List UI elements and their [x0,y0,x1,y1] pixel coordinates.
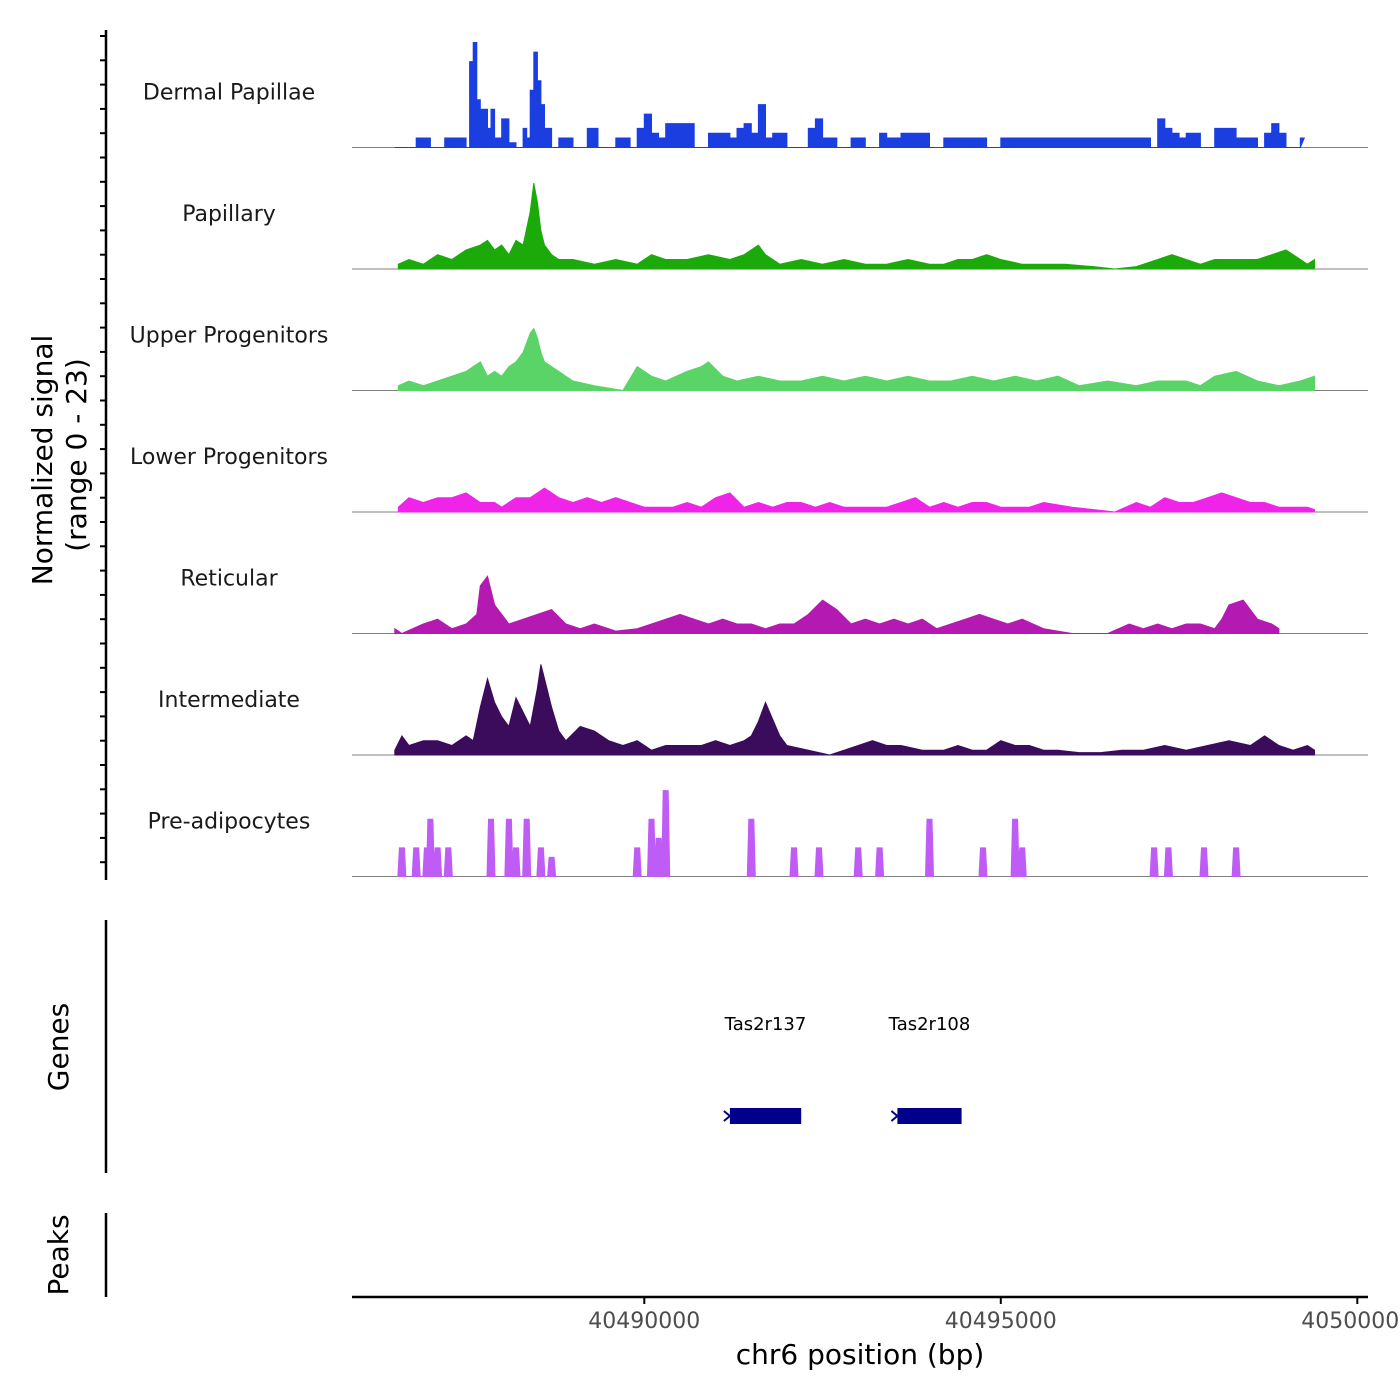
genes-panel-title: Genes [42,1003,75,1091]
y-axis-title-line1: Normalized signal [26,335,59,586]
track-label: Lower Progenitors [130,445,328,470]
gene-strand-arrow [723,1110,732,1122]
track-signal-area [397,487,1315,513]
track-signal-area [397,327,1315,392]
track-signal-area [394,42,1306,148]
track-reticular: Reticular [180,567,1368,635]
track-label: Dermal Papillae [143,81,315,106]
track-dermal-papillae: Dermal Papillae [143,42,1368,148]
gene-body [897,1108,962,1124]
x-tick-label: 40490000 [588,1309,700,1334]
track-signal-area [397,790,1241,877]
track-signal-area [394,575,1280,635]
peaks-panel-title: Peaks [42,1214,75,1295]
track-papillary: Papillary [182,183,1368,270]
gene-annotations: Tas2r137 Tas2r108 [723,1014,971,1124]
track-label: Reticular [180,567,278,592]
track-label: Pre-adipocytes [148,810,311,835]
track-signal-area [394,664,1315,756]
track-signal-area [397,183,1315,270]
track-lower-progenitors: Lower Progenitors [130,445,1368,513]
x-axis-title: chr6 position (bp) [736,1338,985,1371]
track-label: Papillary [182,202,276,227]
track-upper-progenitors: Upper Progenitors [130,324,1368,392]
signal-tracks: Dermal Papillae Papillary Upper Progenitor… [130,42,1368,877]
y-axis-title-line2: (range 0 - 23) [60,358,93,552]
x-tick-label: 40500000 [1301,1309,1400,1334]
x-tick-label: 40495000 [945,1309,1057,1334]
gene-label: Tas2r137 [724,1014,807,1035]
x-axis-ticks: 40490000 40495000 40500000 [588,1297,1400,1334]
gene-strand-arrow [890,1110,899,1122]
track-intermediate: Intermediate [158,664,1368,756]
track-pre-adipocytes: Pre-adipocytes [148,790,1368,877]
gene-label: Tas2r108 [888,1014,971,1035]
track-label: Intermediate [158,688,300,713]
gene-body [729,1108,802,1124]
signal-axis-ticks [100,35,106,864]
track-label: Upper Progenitors [130,324,329,349]
